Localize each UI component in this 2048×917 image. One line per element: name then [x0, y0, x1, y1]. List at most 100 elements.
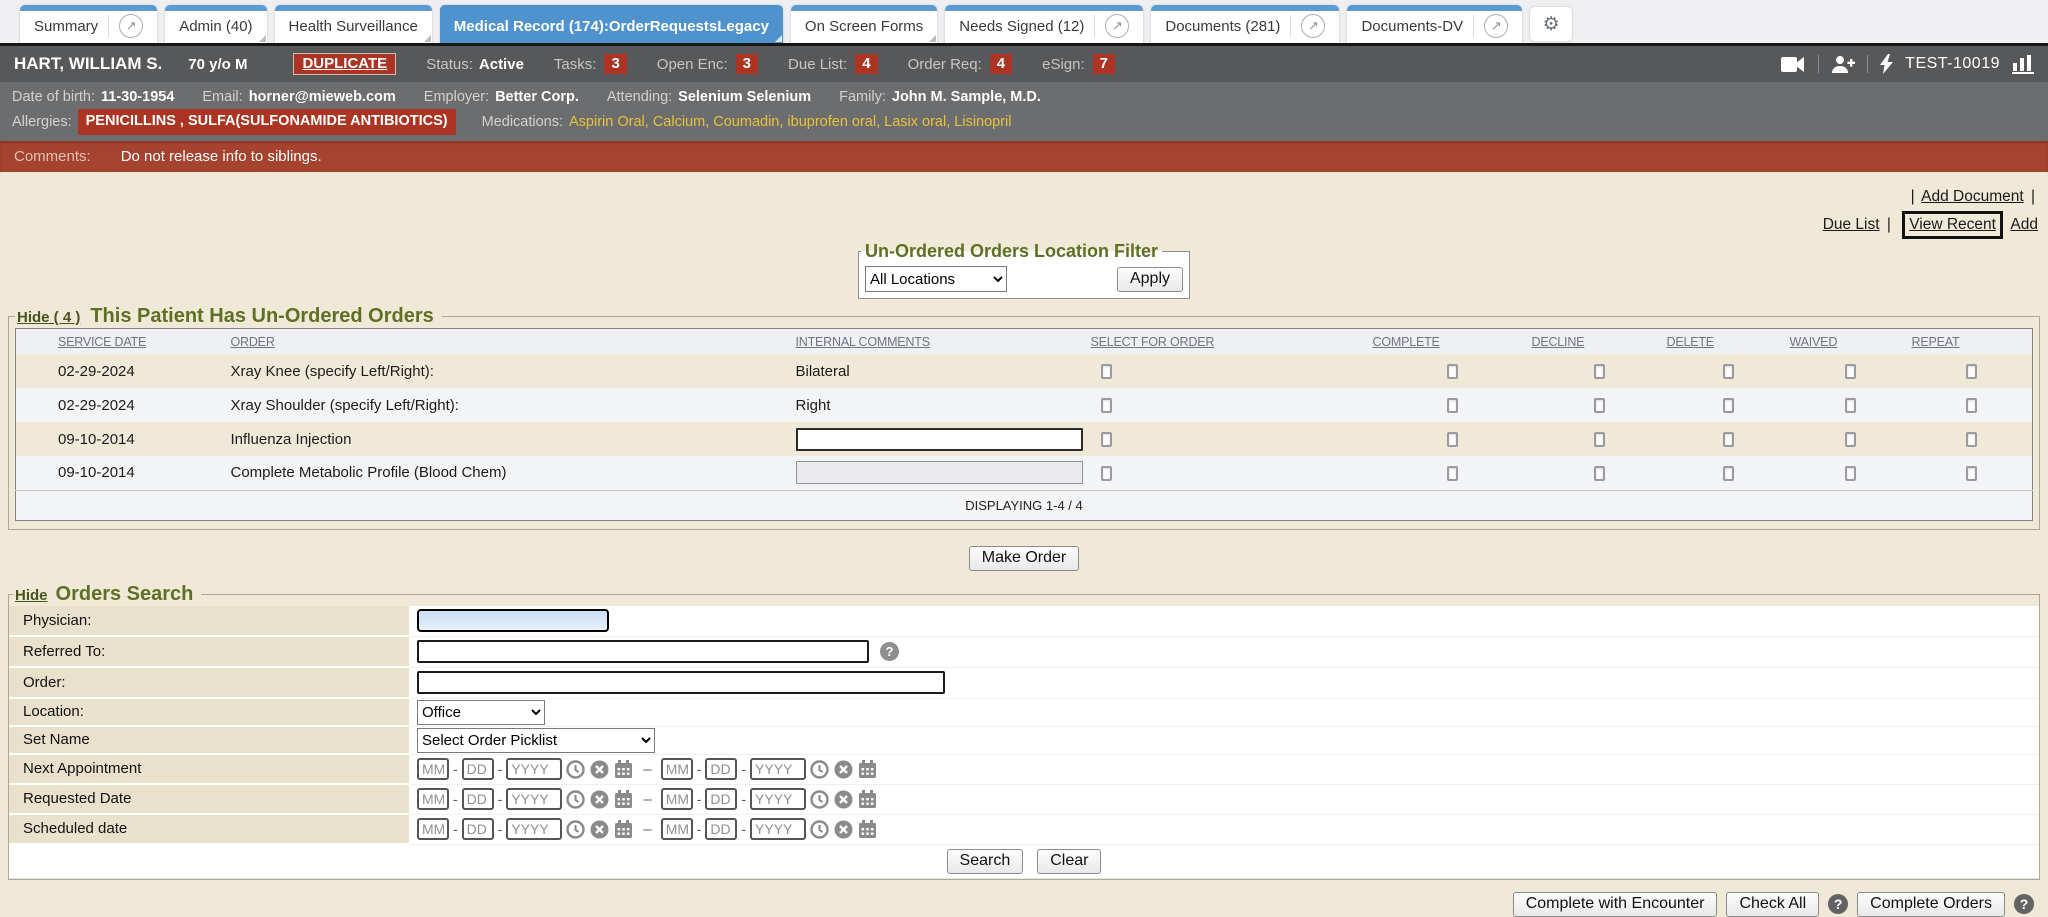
select-for-order-checkbox[interactable] [1100, 364, 1112, 380]
start-month-input[interactable] [417, 818, 449, 840]
select-for-order-checkbox[interactable] [1100, 465, 1112, 481]
tab-health-surveillance[interactable]: Health Surveillance [274, 5, 433, 43]
start-year-input[interactable] [506, 788, 563, 810]
decline-checkbox[interactable] [1593, 465, 1605, 481]
medication-link[interactable]: Calcium [652, 113, 706, 130]
esign-count-badge[interactable]: 7 [1092, 54, 1115, 74]
decline-checkbox[interactable] [1593, 398, 1605, 414]
waived-checkbox[interactable] [1845, 364, 1856, 380]
help-icon[interactable]: ? [880, 642, 899, 661]
apply-button[interactable]: Apply [1116, 266, 1183, 292]
start-day-input[interactable] [461, 758, 494, 780]
repeat-checkbox[interactable] [1966, 364, 1978, 380]
clear-date-icon[interactable] [834, 820, 853, 839]
end-year-input[interactable] [750, 758, 807, 780]
clock-icon[interactable] [810, 819, 829, 839]
calendar-icon[interactable] [858, 759, 877, 779]
settings-gear-button[interactable]: ⚙ [1530, 7, 1573, 41]
popout-icon[interactable]: ↗ [119, 14, 144, 38]
col-service-date[interactable]: SERVICE DATE [58, 335, 147, 349]
calendar-icon[interactable] [614, 789, 633, 809]
end-month-input[interactable] [660, 818, 693, 840]
delete-checkbox[interactable] [1722, 465, 1734, 481]
end-day-input[interactable] [705, 818, 738, 840]
tasks-count-badge[interactable]: 3 [604, 54, 627, 74]
clock-icon[interactable] [566, 789, 586, 809]
col-internal-comments[interactable]: INTERNAL COMMENTS [795, 335, 931, 349]
waived-checkbox[interactable] [1845, 398, 1856, 414]
medication-link[interactable]: Lasix oral [884, 113, 947, 130]
repeat-checkbox[interactable] [1966, 398, 1978, 414]
hide-orders-search-link[interactable]: Hide [15, 586, 48, 604]
order-req-count-badge[interactable]: 4 [989, 54, 1013, 74]
decline-checkbox[interactable] [1593, 432, 1605, 448]
start-day-input[interactable] [461, 788, 494, 810]
end-month-input[interactable] [660, 758, 693, 780]
tab-summary[interactable]: Summary ↗ [20, 5, 158, 43]
complete-with-encounter-button[interactable]: Complete with Encounter [1512, 891, 1718, 917]
calendar-icon[interactable] [858, 789, 877, 809]
popout-icon[interactable]: ↗ [1105, 14, 1130, 38]
col-decline[interactable]: DECLINE [1531, 335, 1585, 349]
set-name-select[interactable]: Select Order Picklist [417, 727, 655, 753]
calendar-icon[interactable] [614, 819, 633, 839]
start-year-input[interactable] [506, 818, 563, 840]
medication-link[interactable]: ibuprofen oral [787, 113, 877, 130]
check-all-button[interactable]: Check All [1726, 891, 1820, 917]
clear-date-icon[interactable] [590, 790, 609, 809]
popout-icon[interactable]: ↗ [1301, 14, 1326, 38]
allergies-badge[interactable]: PENICILLINS , SULFA(SULFONAMIDE ANTIBIOT… [77, 109, 456, 135]
add-document-link[interactable]: Add Document [1921, 188, 2024, 205]
make-order-button[interactable]: Make Order [968, 545, 1080, 571]
start-month-input[interactable] [417, 788, 449, 810]
clear-date-icon[interactable] [834, 790, 853, 809]
delete-checkbox[interactable] [1722, 432, 1734, 448]
tab-documents-dv[interactable]: Documents-DV ↗ [1347, 5, 1523, 43]
complete-checkbox[interactable] [1446, 398, 1458, 414]
decline-checkbox[interactable] [1593, 364, 1605, 380]
lightning-bolt-icon[interactable] [1880, 54, 1894, 74]
medication-link[interactable]: Coumadin [713, 113, 780, 130]
duplicate-link[interactable]: DUPLICATE [293, 53, 397, 75]
bar-chart-icon[interactable] [2012, 54, 2034, 74]
hide-unordered-link[interactable]: Hide ( 4 ) [17, 309, 81, 326]
clock-icon[interactable] [810, 789, 829, 809]
medication-link[interactable]: Aspirin Oral [569, 113, 645, 130]
col-waived[interactable]: WAIVED [1789, 335, 1838, 349]
tab-needs-signed[interactable]: Needs Signed (12) ↗ [945, 5, 1144, 43]
video-camera-icon[interactable] [1780, 56, 1806, 73]
add-link[interactable]: Add [2010, 216, 2038, 233]
start-day-input[interactable] [461, 818, 494, 840]
col-order[interactable]: ORDER [230, 335, 275, 349]
repeat-checkbox[interactable] [1966, 432, 1978, 448]
end-month-input[interactable] [660, 788, 693, 810]
internal-comment-input[interactable] [795, 461, 1083, 485]
col-complete[interactable]: COMPLETE [1372, 335, 1440, 349]
end-year-input[interactable] [750, 788, 807, 810]
help-icon[interactable]: ? [2014, 894, 2034, 914]
help-icon[interactable]: ? [1828, 894, 1849, 914]
repeat-checkbox[interactable] [1966, 465, 1978, 481]
tab-medical-record[interactable]: Medical Record (174):OrderRequestsLegacy [439, 5, 784, 43]
referred-to-input[interactable] [417, 640, 869, 663]
col-delete[interactable]: DELETE [1666, 335, 1715, 349]
due-list-link[interactable]: Due List [1822, 216, 1880, 233]
email-value[interactable]: horner@mieweb.com [248, 89, 396, 105]
tab-admin[interactable]: Admin (40) [165, 5, 267, 43]
open-enc-count-badge[interactable]: 3 [735, 54, 759, 74]
complete-orders-button[interactable]: Complete Orders [1857, 891, 2005, 917]
col-select-for-order[interactable]: SELECT FOR ORDER [1090, 335, 1215, 349]
view-recent-link[interactable]: View Recent [1909, 216, 1996, 233]
due-list-count-badge[interactable]: 4 [855, 54, 878, 74]
clock-icon[interactable] [566, 819, 586, 839]
clear-date-icon[interactable] [590, 760, 609, 779]
clock-icon[interactable] [810, 759, 829, 779]
location-select[interactable]: Office [417, 699, 545, 725]
clear-date-icon[interactable] [834, 760, 853, 779]
complete-checkbox[interactable] [1446, 465, 1458, 481]
tab-on-screen-forms[interactable]: On Screen Forms [790, 5, 938, 43]
tab-documents[interactable]: Documents (281) ↗ [1151, 5, 1340, 43]
physician-input[interactable] [417, 609, 609, 632]
calendar-icon[interactable] [614, 759, 633, 779]
internal-comment-input[interactable] [795, 427, 1083, 451]
